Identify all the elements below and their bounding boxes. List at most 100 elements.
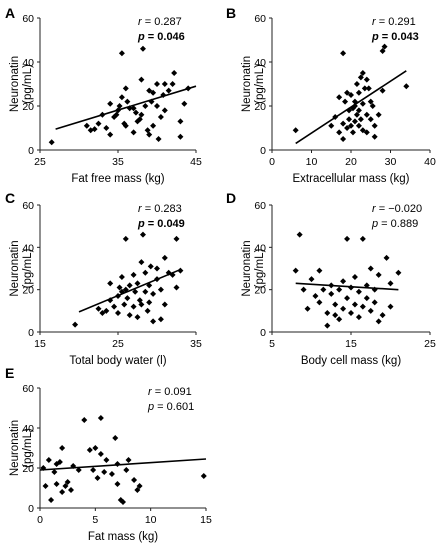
- x-tick-label: 35: [190, 338, 202, 350]
- data-point: [138, 259, 145, 266]
- data-point: [363, 111, 370, 118]
- panel-label: A: [5, 5, 15, 21]
- data-point: [177, 267, 184, 274]
- y-tick-label: 40: [22, 423, 34, 435]
- data-point: [161, 81, 168, 87]
- data-point: [116, 103, 123, 109]
- data-point: [138, 111, 145, 118]
- data-point: [161, 301, 168, 308]
- data-point: [126, 312, 133, 319]
- data-point: [99, 309, 106, 316]
- data-point: [324, 309, 331, 316]
- data-point: [363, 129, 370, 136]
- data-point: [101, 469, 108, 475]
- data-point: [160, 92, 167, 98]
- data-point: [304, 305, 311, 312]
- data-point: [369, 103, 376, 109]
- data-point: [95, 120, 102, 127]
- data-point: [361, 85, 368, 92]
- data-point: [351, 118, 358, 125]
- data-point: [316, 267, 323, 274]
- p-statistic: p = 0.046: [137, 31, 185, 43]
- x-tick-label: 35: [112, 156, 124, 168]
- data-point: [340, 305, 347, 312]
- y-tick-label: 60: [254, 200, 266, 212]
- x-tick-label: 20: [345, 156, 357, 168]
- data-point: [336, 316, 343, 323]
- panel-label: C: [5, 190, 15, 206]
- data-point: [97, 451, 104, 457]
- data-point: [359, 100, 366, 107]
- data-point: [371, 299, 378, 306]
- data-point: [142, 103, 149, 109]
- panel-label: E: [5, 365, 14, 381]
- data-point: [367, 116, 374, 123]
- x-tick-label: 25: [34, 156, 46, 168]
- data-point: [51, 469, 58, 475]
- data-point: [94, 475, 101, 481]
- data-point: [320, 286, 327, 293]
- data-point: [363, 76, 370, 83]
- data-point: [103, 307, 110, 314]
- data-point: [328, 290, 335, 297]
- trend-line: [295, 70, 407, 145]
- data-point: [139, 231, 146, 238]
- data-point: [118, 50, 125, 57]
- data-point: [387, 303, 394, 310]
- data-point: [134, 487, 141, 493]
- data-point: [107, 297, 114, 304]
- x-tick-label: 10: [306, 156, 318, 168]
- x-axis-label: Fat mass (kg): [88, 531, 158, 543]
- data-point: [115, 309, 121, 316]
- data-point: [375, 271, 382, 278]
- data-point: [365, 85, 372, 92]
- data-point: [42, 483, 49, 489]
- data-point: [120, 499, 126, 505]
- data-point: [150, 122, 157, 129]
- data-point: [292, 267, 299, 274]
- data-point: [161, 254, 168, 261]
- r-statistic: r = −0.020: [372, 203, 422, 215]
- data-point: [150, 290, 157, 297]
- data-point: [173, 284, 180, 291]
- data-point: [138, 76, 145, 83]
- data-point: [67, 487, 74, 493]
- data-point: [165, 269, 172, 276]
- y-tick-label: 0: [28, 503, 34, 515]
- data-point: [351, 273, 358, 280]
- data-point: [116, 284, 123, 291]
- data-point: [379, 48, 386, 54]
- data-point: [154, 81, 160, 87]
- data-point: [122, 235, 129, 242]
- x-tick-label: 45: [190, 156, 202, 168]
- data-point: [363, 295, 370, 302]
- data-point: [48, 497, 55, 503]
- data-point: [130, 303, 137, 310]
- data-point: [381, 43, 388, 50]
- data-point: [200, 473, 207, 479]
- data-point: [342, 98, 349, 105]
- p-statistic: p = 0.043: [371, 31, 419, 43]
- data-point: [53, 481, 60, 487]
- x-tick-label: 15: [34, 338, 46, 350]
- data-point: [146, 131, 153, 138]
- data-point: [367, 307, 374, 314]
- data-point: [130, 129, 137, 136]
- data-point: [146, 299, 153, 306]
- data-point: [40, 465, 47, 471]
- y-tick-label: 0: [260, 145, 266, 157]
- y-tick-label: 20: [254, 101, 266, 113]
- y-tick-label: 20: [22, 101, 34, 113]
- data-point: [146, 87, 153, 94]
- data-point: [157, 286, 164, 293]
- data-point: [351, 103, 358, 109]
- y-axis-unit-label: (pg/mL): [254, 249, 266, 289]
- data-point: [139, 45, 146, 52]
- data-point: [126, 282, 133, 289]
- data-point: [312, 293, 319, 300]
- panel-a: A 0 20 40 60 25 35 45 Fat free mass (kg) Neuronat…: [5, 5, 202, 185]
- data-point: [359, 70, 366, 76]
- data-point: [72, 321, 79, 328]
- data-point: [348, 284, 354, 291]
- r-statistic: r = 0.287: [138, 16, 182, 28]
